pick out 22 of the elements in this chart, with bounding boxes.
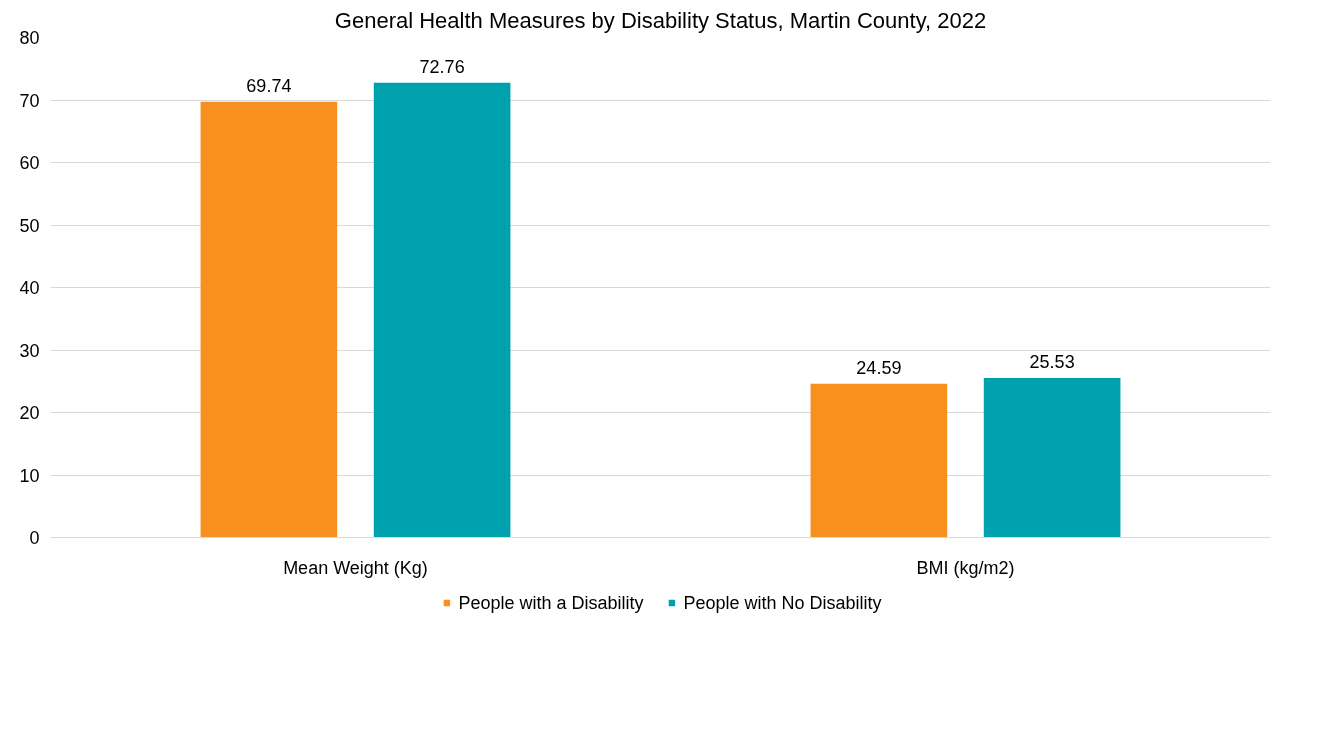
chart-title: General Health Measures by Disability Status, Martin County, 2022	[334, 7, 987, 33]
legend-label: People with a Disability	[458, 592, 644, 613]
y-tick-label: 20	[19, 403, 40, 423]
y-tick-label: 60	[19, 153, 40, 173]
y-tick-label: 40	[19, 278, 40, 298]
y-tick-label: 30	[19, 340, 40, 361]
data-label: 24.59	[856, 357, 902, 378]
y-tick-label: 10	[19, 465, 40, 486]
y-tick-label: 70	[19, 90, 40, 111]
bar	[373, 82, 511, 538]
data-label: 25.53	[1029, 351, 1075, 372]
y-tick-label: 0	[29, 528, 40, 548]
bar	[983, 377, 1121, 538]
bar	[810, 383, 948, 538]
data-label: 69.74	[246, 75, 292, 96]
data-label: 72.76	[419, 56, 465, 77]
x-tick-label: Mean Weight (Kg)	[283, 557, 428, 578]
bar	[200, 101, 338, 538]
y-tick-label: 80	[19, 28, 40, 48]
legend-label: People with No Disability	[683, 592, 882, 613]
y-tick-label: 50	[19, 215, 40, 236]
x-tick-label: BMI (kg/m2)	[916, 557, 1015, 578]
